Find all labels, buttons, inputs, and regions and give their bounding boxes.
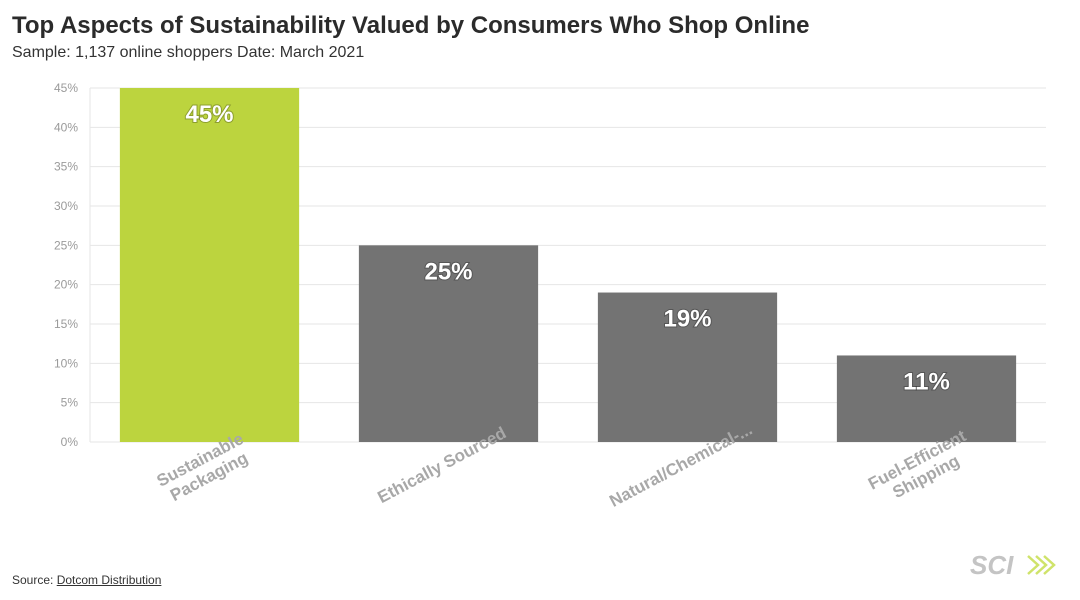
chart-subtitle: Sample: 1,137 online shoppers Date: Marc…	[12, 44, 365, 61]
bar	[119, 88, 300, 442]
value-label: 45%	[185, 101, 233, 128]
source-link[interactable]: Dotcom Distribution	[56, 573, 162, 587]
y-axis-ticks: 0% 5% 10% 15% 20% 25% 30% 35% 40% 45%	[54, 81, 78, 449]
value-label: 11%	[903, 368, 950, 395]
chart-title: Top Aspects of Sustainability Valued by …	[12, 12, 810, 39]
bar	[358, 245, 539, 442]
bar	[836, 355, 1017, 442]
y-tick-label: 25%	[54, 238, 78, 252]
y-tick-label: 30%	[54, 199, 78, 213]
source-prefix: Source:	[12, 573, 57, 587]
bar	[597, 292, 778, 442]
y-tick-label: 35%	[54, 160, 78, 174]
y-tick-label: 5%	[61, 396, 79, 410]
bars	[119, 88, 1017, 442]
value-label: 19%	[663, 306, 711, 333]
logo-chevrons-icon	[1027, 555, 1056, 575]
value-label: 25%	[424, 258, 472, 285]
y-tick-label: 15%	[54, 317, 78, 331]
y-tick-label: 10%	[54, 356, 78, 370]
y-tick-label: 40%	[54, 120, 78, 134]
value-labels: 45% 25% 19% 11%	[184, 100, 950, 396]
bar-chart: 0% 5% 10% 15% 20% 25% 30% 35% 40% 45% 45% 25% 19% 11…	[54, 81, 1046, 511]
y-tick-label: 0%	[61, 435, 79, 449]
y-tick-label: 20%	[54, 278, 78, 292]
logo-text: SCI	[970, 550, 1014, 580]
y-tick-label: 45%	[54, 81, 78, 95]
sci-logo: SCI	[970, 550, 1056, 580]
source-note: Source: Dotcom Distribution	[12, 573, 161, 587]
